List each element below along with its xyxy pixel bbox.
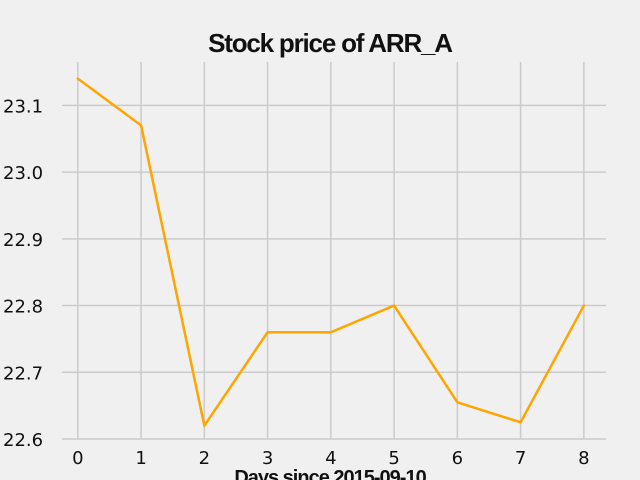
x-tick-label: 6 bbox=[452, 448, 463, 469]
y-tick-label: 23.1 bbox=[3, 96, 43, 117]
y-tick-label: 22.8 bbox=[3, 297, 43, 318]
y-tick-label: 22.6 bbox=[3, 430, 43, 451]
y-tick-label: 22.7 bbox=[3, 363, 43, 384]
x-tick-label: 1 bbox=[135, 448, 146, 469]
y-grid-lines bbox=[62, 104, 606, 440]
series-lines bbox=[76, 77, 586, 427]
x-tick-label: 3 bbox=[262, 448, 273, 469]
chart-title: Stock price of ARR_A bbox=[208, 28, 453, 58]
x-tick-label: 8 bbox=[578, 448, 589, 469]
x-tick-label: 5 bbox=[388, 448, 399, 469]
x-tick-labels: 0 1 2 3 4 5 6 7 8 bbox=[72, 448, 589, 469]
y-tick-label: 23.0 bbox=[3, 163, 43, 184]
x-axis-label: Days since 2015-09-10 bbox=[234, 467, 426, 480]
y-tick-labels: 22.6 22.7 22.8 22.9 23.0 23.1 bbox=[3, 96, 43, 451]
x-tick-label: 0 bbox=[72, 448, 83, 469]
y-tick-label: 22.9 bbox=[3, 230, 43, 251]
x-tick-label: 2 bbox=[199, 448, 210, 469]
price-series-line bbox=[76, 77, 586, 427]
x-tick-label: 4 bbox=[325, 448, 336, 469]
x-tick-label: 7 bbox=[515, 448, 526, 469]
